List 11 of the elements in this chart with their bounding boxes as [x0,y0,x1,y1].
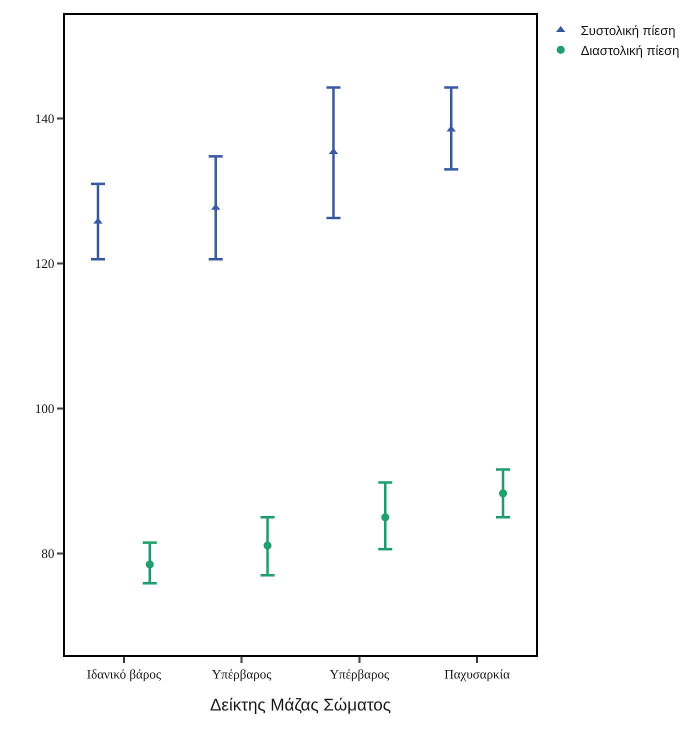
y-tick-label: 140 [34,111,54,126]
x-axis-title: Δείκτης Μάζας Σώματος [210,696,391,714]
x-tick-label: Παχυσαρκία [444,666,510,682]
legend-label: Συστολική πίεση [580,23,676,38]
x-tick-label: Υπέρβαρος [212,666,272,682]
y-tick-label: 120 [34,256,54,272]
y-tick-label: 80 [41,546,54,562]
y-tick-label: 100 [34,401,54,416]
x-tick-label: Υπέρβαρος [330,666,390,682]
legend-label: Διαστολική πίεση [580,42,680,58]
x-tick-label: Ιδανικό βάρος [86,666,162,682]
